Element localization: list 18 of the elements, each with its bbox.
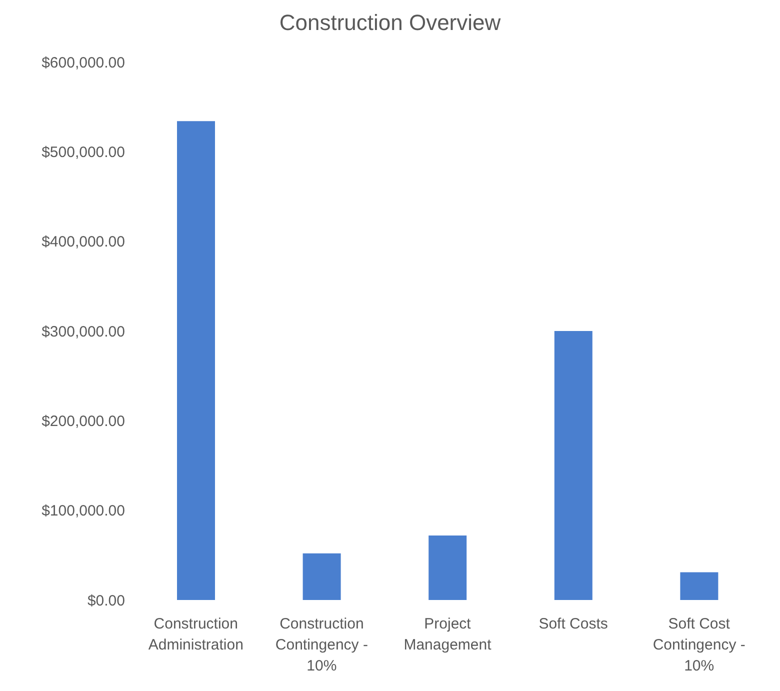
x-tick-label: Soft Costs xyxy=(538,616,608,633)
y-tick-label: $200,000.00 xyxy=(42,412,125,430)
chart-title: Construction Overview xyxy=(278,10,502,37)
bar xyxy=(554,331,592,600)
y-tick-label: $400,000.00 xyxy=(42,234,125,251)
x-tick-label: Project Management xyxy=(404,616,492,654)
x-tick-label: Soft Cost Contingency - 10% xyxy=(652,616,746,675)
y-tick-label: $300,000.00 xyxy=(42,323,125,340)
x-tick-label: Construction Administration xyxy=(148,616,244,654)
y-tick-label: $600,000.00 xyxy=(42,54,125,72)
bar xyxy=(302,553,341,600)
bar xyxy=(177,121,215,600)
y-tick-label: $500,000.00 xyxy=(42,144,125,161)
y-tick-label: $100,000.00 xyxy=(42,502,125,520)
y-tick-label: $0.00 xyxy=(87,592,125,610)
bar xyxy=(680,572,718,600)
x-tick-label: Construction Contingency - 10% xyxy=(275,616,368,675)
bar xyxy=(428,535,467,600)
